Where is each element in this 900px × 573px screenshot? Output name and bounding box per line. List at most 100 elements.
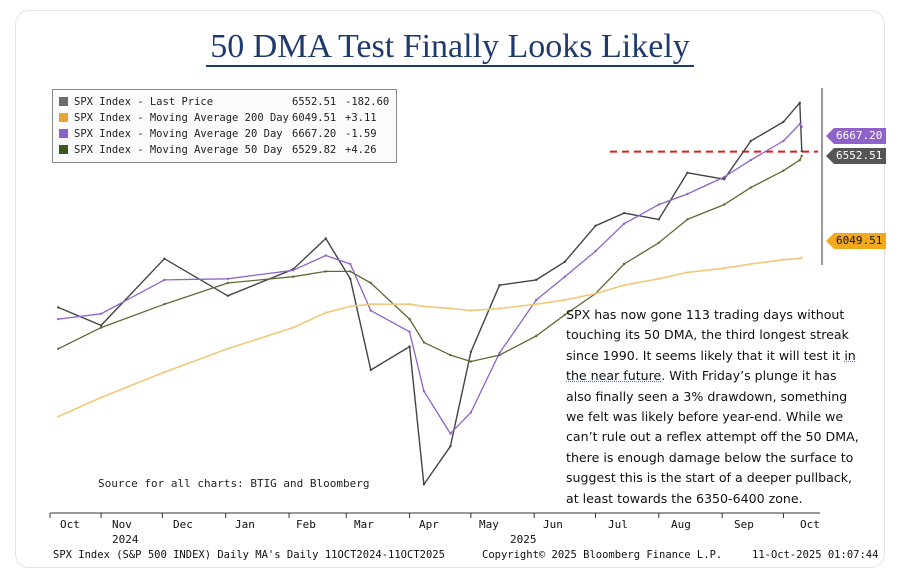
- data-point: [349, 305, 352, 308]
- footer-series-info: SPX Index (S&P 500 INDEX) Daily MA's Dai…: [53, 549, 445, 561]
- x-tick-label: Oct: [60, 518, 80, 531]
- data-point: [99, 324, 103, 327]
- data-point: [686, 171, 689, 174]
- data-point: [324, 270, 327, 273]
- x-tick-label: Jan: [235, 518, 255, 531]
- x-year-label: 2024: [112, 533, 139, 546]
- data-point: [449, 432, 452, 435]
- x-tick-label: Dec: [173, 518, 193, 531]
- data-point: [469, 411, 473, 414]
- data-point: [226, 277, 229, 280]
- data-point: [57, 415, 60, 418]
- series-line-ma200: [57, 256, 803, 418]
- data-point: [324, 311, 327, 314]
- data-point: [782, 258, 785, 261]
- data-point: [449, 445, 452, 448]
- footer-timestamp: 11-Oct-2025 01:07:44: [752, 549, 879, 561]
- data-point: [369, 303, 372, 306]
- data-point: [408, 317, 411, 321]
- legend-value: 6552.51: [292, 96, 337, 108]
- data-point: [163, 370, 166, 374]
- data-point: [226, 281, 229, 285]
- tag-ma200-value: 6049.51: [826, 233, 887, 249]
- legend-swatch: [59, 129, 68, 138]
- data-point: [408, 330, 411, 333]
- series-line-last-price: [57, 102, 803, 486]
- data-point: [798, 101, 801, 105]
- x-tick-label: Apr: [419, 518, 439, 531]
- data-point: [469, 309, 473, 312]
- legend-change: -1.59: [345, 128, 377, 140]
- data-point: [563, 313, 566, 316]
- legend-value: 6529.82: [292, 144, 337, 156]
- data-point: [422, 305, 426, 308]
- tag-last-price-value: 6552.51: [826, 148, 887, 164]
- legend-item-last-price: SPX Index - Last Price: [59, 94, 213, 110]
- tag-ma20-value: 6667.20: [826, 128, 887, 144]
- legend-swatch: [59, 113, 68, 122]
- legend-item-ma50: SPX Index - Moving Average 50 Day: [59, 142, 283, 158]
- data-point: [422, 390, 426, 393]
- x-tick-label: Aug: [671, 518, 691, 531]
- underlined-phrase: in the near future: [566, 347, 856, 384]
- data-point: [449, 353, 452, 357]
- data-point: [535, 303, 538, 306]
- data-point: [723, 203, 726, 206]
- data-point: [723, 178, 726, 181]
- data-point: [657, 241, 660, 244]
- footer-copyright: Copyright© 2025 Bloomberg Finance L.P.: [482, 549, 723, 561]
- data-point: [408, 303, 411, 306]
- data-point: [349, 277, 352, 280]
- data-point: [369, 281, 372, 285]
- data-point: [422, 483, 426, 486]
- data-point: [594, 250, 597, 253]
- source-note: Source for all charts: BTIG and Bloomber…: [98, 477, 370, 490]
- data-point: [782, 169, 785, 172]
- data-point: [349, 262, 352, 266]
- data-point: [749, 186, 752, 189]
- data-point: [291, 269, 295, 272]
- data-point: [723, 175, 726, 179]
- data-point: [163, 278, 166, 282]
- data-point: [226, 294, 229, 297]
- data-point: [291, 326, 295, 329]
- x-tick-label: Jul: [608, 518, 628, 531]
- data-point: [686, 192, 689, 196]
- data-point: [99, 396, 103, 399]
- data-point: [657, 218, 660, 221]
- series-line-ma50: [57, 155, 803, 363]
- x-tick-label: Jun: [543, 518, 563, 531]
- x-year-label: 2025: [510, 533, 537, 546]
- legend-swatch: [59, 97, 68, 106]
- data-point: [563, 275, 566, 278]
- data-point: [622, 211, 626, 215]
- data-point: [800, 125, 803, 128]
- data-point: [798, 257, 801, 260]
- data-point: [798, 158, 801, 162]
- x-tick-label: Sep: [734, 518, 754, 531]
- chart-legend: SPX Index - Last Price 6552.51 -182.60 S…: [52, 89, 397, 163]
- data-point: [469, 360, 473, 363]
- data-point: [657, 203, 660, 206]
- data-point: [622, 284, 626, 287]
- data-point: [99, 326, 103, 329]
- data-point: [749, 158, 752, 162]
- legend-item-ma20: SPX Index - Moving Average 20 Day: [59, 126, 283, 142]
- data-point: [349, 270, 352, 273]
- data-point: [369, 368, 372, 372]
- data-point: [99, 312, 103, 315]
- data-point: [594, 292, 597, 295]
- data-point: [498, 284, 501, 287]
- x-tick-label: Mar: [354, 518, 374, 531]
- legend-value: 6667.20: [292, 128, 337, 140]
- series-line-ma20: [58, 123, 803, 435]
- legend-item-ma200: SPX Index - Moving Average 200 Day: [59, 110, 289, 126]
- data-point: [324, 237, 327, 240]
- legend-change: +4.26: [345, 144, 377, 156]
- data-point: [369, 309, 372, 312]
- data-point: [535, 334, 538, 338]
- data-point: [749, 139, 752, 143]
- data-point: [226, 347, 229, 350]
- data-point: [622, 222, 626, 225]
